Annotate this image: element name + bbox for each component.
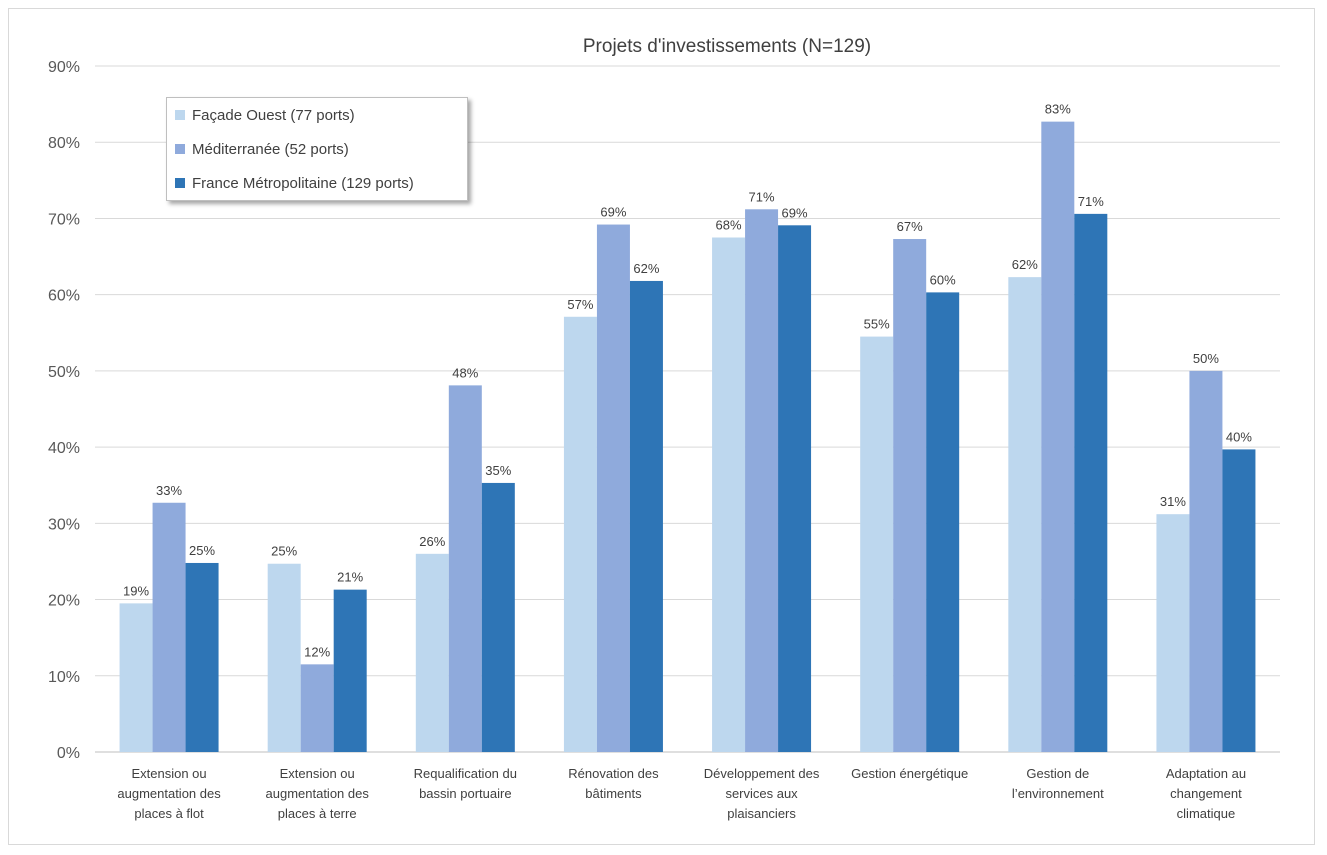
legend-swatch bbox=[175, 178, 185, 188]
data-label: 25% bbox=[189, 543, 215, 558]
y-tick-label: 70% bbox=[48, 211, 80, 228]
x-tick-label: Gestion énergétique bbox=[851, 766, 968, 781]
y-tick-label: 90% bbox=[48, 59, 80, 76]
y-tick-label: 30% bbox=[48, 516, 80, 533]
legend-item: Méditerranée (52 ports) bbox=[175, 139, 349, 159]
y-tick-label: 0% bbox=[57, 745, 80, 762]
x-tick-label: services aux bbox=[725, 786, 798, 801]
x-tick-label: Requalification du bbox=[414, 766, 517, 781]
bar bbox=[926, 292, 960, 752]
data-label: 83% bbox=[1045, 102, 1071, 117]
x-tick-label: l’environnement bbox=[1012, 786, 1104, 801]
bar bbox=[415, 553, 449, 752]
bar bbox=[1074, 213, 1108, 753]
bar bbox=[267, 563, 301, 752]
data-label: 60% bbox=[930, 272, 956, 287]
data-label: 12% bbox=[304, 644, 330, 659]
data-label: 62% bbox=[633, 261, 659, 276]
legend-item: Façade Ouest (77 ports) bbox=[175, 105, 355, 125]
bar bbox=[1156, 514, 1190, 752]
x-tick-label: climatique bbox=[1177, 806, 1236, 821]
bar bbox=[333, 589, 367, 752]
data-label: 71% bbox=[1078, 194, 1104, 209]
x-tick-label: Rénovation des bbox=[568, 766, 659, 781]
bar bbox=[893, 239, 927, 753]
x-tick-label: augmentation des bbox=[117, 786, 221, 801]
bar bbox=[448, 385, 482, 752]
x-tick-label: augmentation des bbox=[266, 786, 370, 801]
bar bbox=[596, 224, 630, 752]
data-label: 57% bbox=[567, 297, 593, 312]
x-tick-label: Adaptation au bbox=[1166, 766, 1246, 781]
x-tick-label: bâtiments bbox=[585, 786, 642, 801]
bar bbox=[1008, 277, 1042, 752]
bar bbox=[778, 225, 812, 752]
bar bbox=[1222, 449, 1256, 752]
bar bbox=[185, 562, 219, 752]
data-label: 35% bbox=[485, 463, 511, 478]
y-tick-label: 40% bbox=[48, 440, 80, 457]
data-label: 69% bbox=[782, 205, 808, 220]
data-label: 31% bbox=[1160, 494, 1186, 509]
data-label: 50% bbox=[1193, 351, 1219, 366]
x-tick-label: Gestion de bbox=[1026, 766, 1089, 781]
bar bbox=[119, 603, 153, 752]
x-tick-label: Extension ou bbox=[280, 766, 355, 781]
data-label: 25% bbox=[271, 544, 297, 559]
bar bbox=[712, 237, 746, 752]
x-tick-label: bassin portuaire bbox=[419, 786, 512, 801]
x-tick-label: places à flot bbox=[134, 806, 204, 821]
data-label: 19% bbox=[123, 583, 149, 598]
y-tick-label: 20% bbox=[48, 593, 80, 610]
legend-label: Méditerranée (52 ports) bbox=[192, 140, 349, 158]
x-tick-label: plaisanciers bbox=[727, 806, 796, 821]
legend-swatch bbox=[175, 110, 185, 120]
bar bbox=[745, 209, 779, 752]
legend-label: France Métropolitaine (129 ports) bbox=[192, 174, 414, 192]
bar bbox=[629, 280, 663, 752]
data-label: 62% bbox=[1012, 257, 1038, 272]
data-label: 33% bbox=[156, 483, 182, 498]
bar bbox=[152, 502, 186, 752]
data-label: 68% bbox=[716, 218, 742, 233]
data-label: 26% bbox=[419, 534, 445, 549]
bar bbox=[860, 336, 894, 752]
legend: Façade Ouest (77 ports) Méditerranée (52 … bbox=[166, 97, 468, 201]
bar bbox=[1041, 121, 1075, 753]
chart-title: Projets d'investissements (N=129) bbox=[583, 36, 871, 57]
data-label: 48% bbox=[452, 365, 478, 380]
x-tick-label: changement bbox=[1170, 786, 1242, 801]
legend-label: Façade Ouest (77 ports) bbox=[192, 106, 355, 124]
y-tick-label: 10% bbox=[48, 669, 80, 686]
x-tick-label: Développement des bbox=[704, 766, 820, 781]
data-label: 69% bbox=[600, 205, 626, 220]
data-label: 67% bbox=[897, 219, 923, 234]
y-tick-label: 60% bbox=[48, 288, 80, 305]
data-label: 71% bbox=[749, 189, 775, 204]
data-label: 55% bbox=[864, 317, 890, 332]
bar bbox=[300, 664, 334, 752]
bar bbox=[563, 316, 597, 752]
x-tick-label: places à terre bbox=[278, 806, 357, 821]
y-tick-label: 50% bbox=[48, 364, 80, 381]
y-tick-label: 80% bbox=[48, 135, 80, 152]
data-label: 21% bbox=[337, 570, 363, 585]
legend-item: France Métropolitaine (129 ports) bbox=[175, 173, 414, 193]
x-tick-label: Extension ou bbox=[131, 766, 206, 781]
legend-swatch bbox=[175, 144, 185, 154]
data-label: 40% bbox=[1226, 429, 1252, 444]
bar bbox=[1189, 370, 1223, 752]
bar bbox=[481, 482, 515, 752]
